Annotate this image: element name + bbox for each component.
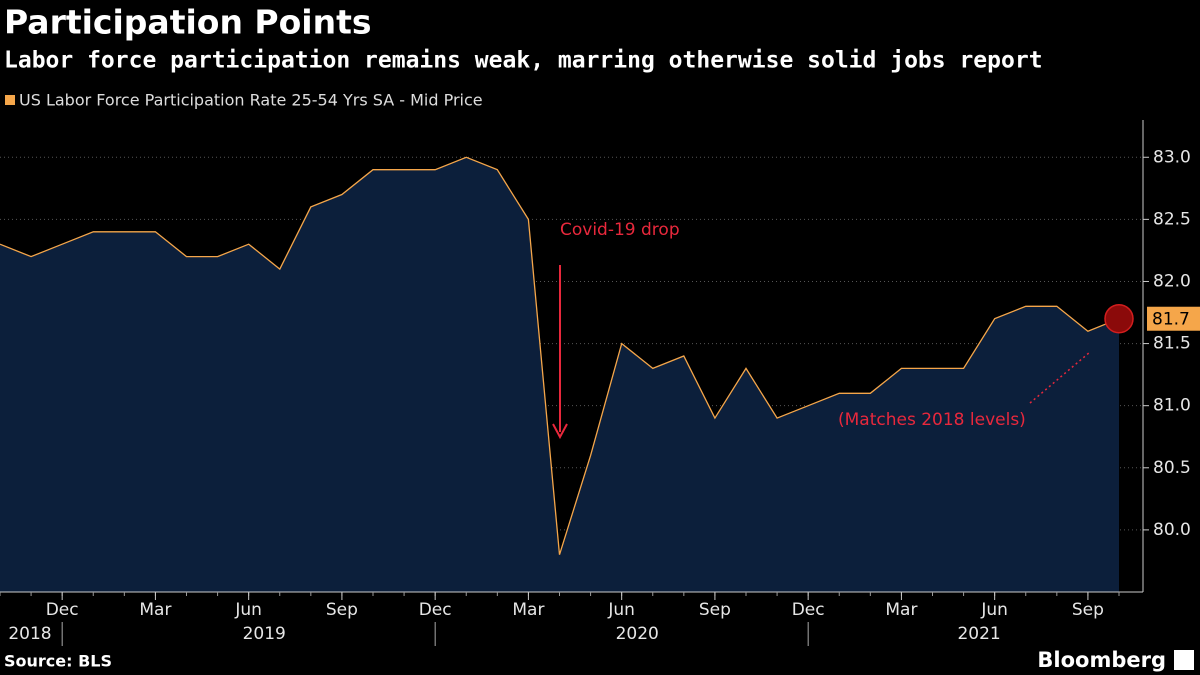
x-tick-label: Jun	[234, 600, 262, 620]
chart-subtitle: Labor force participation remains weak, …	[4, 48, 1043, 74]
x-tick-label: Mar	[139, 600, 171, 620]
y-tick-label: 82.0	[1153, 271, 1191, 291]
x-year-label: 2019	[243, 624, 286, 644]
last-value-label: 81.7	[1152, 310, 1190, 330]
x-year-label: 2021	[957, 624, 1000, 644]
x-tick-label: Jun	[980, 600, 1008, 620]
legend-label: US Labor Force Participation Rate 25-54 …	[19, 91, 483, 110]
x-tick-label: Jun	[607, 600, 635, 620]
x-tick-label: Dec	[419, 600, 452, 620]
y-tick-label: 81.0	[1153, 396, 1191, 416]
x-tick-label: Dec	[792, 600, 825, 620]
x-tick-label: Mar	[885, 600, 917, 620]
annotation-line	[1029, 351, 1091, 404]
x-year-label: 2018	[8, 624, 51, 644]
x-tick-label: Mar	[512, 600, 544, 620]
area	[0, 157, 1119, 593]
y-tick-label: 81.5	[1153, 334, 1191, 354]
x-tick-label: Dec	[46, 600, 79, 620]
y-tick-label: 82.5	[1153, 209, 1191, 229]
x-tick-label: Sep	[1072, 600, 1104, 620]
annotation: (Matches 2018 levels)	[838, 410, 1026, 430]
line	[0, 156, 1120, 555]
chart-title: Participation Points	[4, 3, 372, 42]
x-tick-label: Sep	[699, 600, 731, 620]
y-tick-label: 80.5	[1153, 458, 1191, 478]
last-point	[1104, 303, 1134, 334]
y-tick-label: 80.0	[1153, 520, 1191, 540]
y-tick-label: 83.0	[1153, 147, 1191, 167]
source: Source: BLS	[4, 652, 112, 671]
annotation: Covid-19 drop	[560, 220, 680, 240]
brand-icon	[1174, 650, 1194, 670]
brand: Bloomberg	[1037, 648, 1166, 672]
annotation-arrowhead	[552, 423, 568, 440]
last-value-tag	[1147, 306, 1200, 331]
x-tick-label: Sep	[326, 600, 358, 620]
x-year-label: 2020	[616, 624, 659, 644]
plot: 80.0 80.5 81.0 81.5 82.0 82.5 83.0 Dec Mar Jun Sep…	[0, 120, 1200, 646]
legend-swatch	[5, 95, 15, 105]
